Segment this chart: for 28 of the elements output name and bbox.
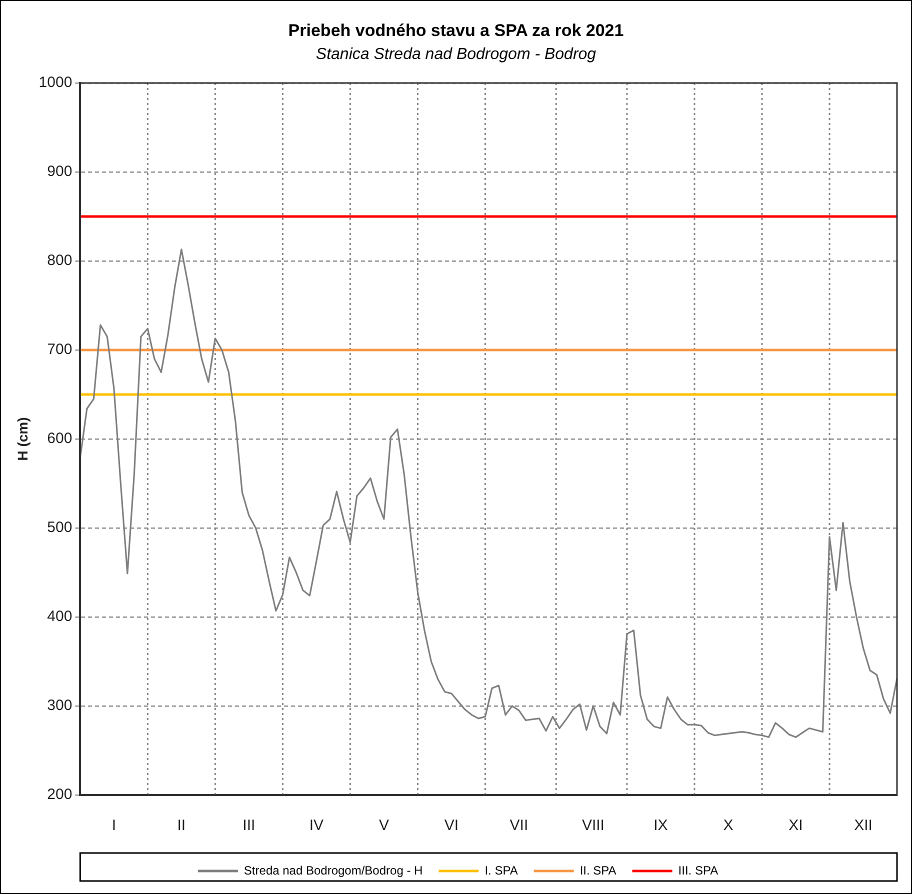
y-tick-label: 300 bbox=[47, 697, 72, 714]
x-tick-label: XII bbox=[854, 817, 872, 834]
legend-label: III. SPA bbox=[678, 863, 718, 878]
x-tick-label: XI bbox=[788, 817, 803, 834]
y-tick-label: 1000 bbox=[38, 74, 72, 92]
legend-label: II. SPA bbox=[580, 863, 616, 878]
x-tick-label: III bbox=[242, 817, 256, 834]
y-tick-label: 600 bbox=[47, 430, 72, 448]
y-tick-label: 200 bbox=[47, 786, 72, 804]
y-tick-label: 500 bbox=[47, 519, 72, 536]
legend-label: Streda nad Bodrogom/Bodrog - H bbox=[244, 863, 423, 878]
x-tick-label: VI bbox=[444, 817, 459, 834]
y-axis-title: H (cm) bbox=[14, 417, 30, 461]
y-tick-label: 800 bbox=[47, 252, 72, 270]
x-tick-label: VII bbox=[510, 817, 528, 834]
legend-label: I. SPA bbox=[484, 863, 518, 878]
chart-subtitle: Stanica Streda nad Bodrogom - Bodrog bbox=[314, 46, 598, 64]
x-tick-label: VIII bbox=[582, 817, 604, 834]
x-tick-label: X bbox=[723, 817, 734, 834]
x-tick-label: II bbox=[177, 817, 186, 834]
chart-title: Priebeh vodného stavu a SPA za rok 2021 bbox=[287, 21, 625, 41]
x-tick-label: I bbox=[112, 817, 116, 834]
y-tick-label: 900 bbox=[47, 163, 72, 180]
y-tick-label: 700 bbox=[47, 341, 72, 358]
x-tick-label: IV bbox=[309, 817, 324, 834]
y-tick-label: 400 bbox=[47, 608, 72, 626]
x-tick-label: IX bbox=[654, 817, 668, 834]
x-tick-label: V bbox=[378, 817, 389, 834]
